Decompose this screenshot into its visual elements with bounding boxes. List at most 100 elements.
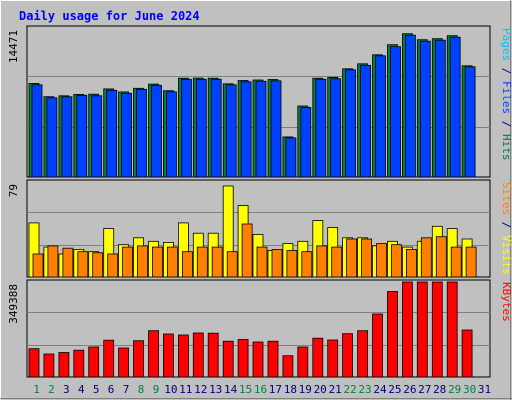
kbytes-panel-bar-kbytes-25 — [387, 291, 398, 378]
x-tick-label-27: 27 — [418, 383, 431, 396]
kbytes-panel-bar-kbytes-26 — [401, 281, 413, 378]
kbytes-panel-bar-kbytes-8 — [133, 340, 144, 378]
visits-panel-bar-sites-22 — [346, 238, 358, 278]
x-tick-label-3: 3 — [63, 383, 70, 396]
visits-panel-bar-sites-16 — [256, 246, 268, 278]
hits-panel-bar-files-20 — [315, 78, 327, 178]
kbytes-panel-bar-kbytes-11 — [177, 334, 189, 378]
hits-panel-bar-files-16 — [255, 80, 267, 178]
kbytes-panel-bar-kbytes-4 — [73, 349, 85, 378]
visits-panel-bar-sites-6 — [107, 253, 119, 278]
x-tick-label-5: 5 — [93, 383, 100, 396]
x-tick-label-11: 11 — [179, 383, 192, 396]
visits-panel: 79 Sites / Visits — [7, 179, 512, 278]
visits-panel-bar-sites-23 — [361, 238, 373, 278]
visits-panel-legend-part: Visits — [500, 235, 512, 275]
kbytes-panel-bar-kbytes-2 — [43, 353, 55, 378]
hits-panel-bar-files-29 — [449, 36, 461, 178]
hits-panel-bar-files-25 — [390, 46, 401, 178]
x-tick-label-2: 2 — [48, 383, 55, 396]
kbytes-panel-bar-kbytes-24 — [372, 313, 383, 378]
kbytes-panel-bar-kbytes-9 — [148, 330, 159, 378]
x-tick-label-4: 4 — [78, 383, 85, 396]
visits-panel-bar-sites-27 — [420, 237, 432, 278]
hits-panel-legend-part: / — [500, 61, 512, 81]
hits-panel-bar-files-27 — [419, 40, 431, 178]
kbytes-panel-bar-kbytes-5 — [88, 346, 100, 378]
visits-panel-bar-sites-21 — [331, 246, 343, 278]
kbytes-panel-bar-kbytes-14 — [222, 340, 234, 378]
hits-panel-bar-files-9 — [151, 84, 162, 178]
x-tick-label-17: 17 — [269, 383, 282, 396]
visits-panel-bar-sites-15 — [241, 223, 253, 278]
x-tick-label-25: 25 — [388, 383, 401, 396]
hits-panel-ymax-label: 14471 — [7, 30, 20, 63]
hits-panel-bar-files-15 — [240, 81, 252, 178]
visits-panel-legend-part: / — [500, 215, 512, 235]
kbytes-panel-bar-kbytes-19 — [297, 346, 309, 378]
x-tick-label-30: 30 — [463, 383, 476, 396]
visits-panel-bar-sites-10 — [166, 246, 178, 278]
kbytes-panel-bar-kbytes-27 — [416, 281, 428, 378]
visits-panel-legend-part: Sites — [500, 182, 512, 215]
x-tick-label-24: 24 — [373, 383, 387, 396]
visits-panel-bar-sites-3 — [62, 247, 74, 278]
x-tick-label-6: 6 — [108, 383, 115, 396]
kbytes-panel-bar-kbytes-3 — [58, 352, 70, 378]
kbytes-panel-bar-kbytes-12 — [192, 332, 204, 378]
visits-panel-bar-sites-1 — [32, 253, 44, 278]
visits-panel-bar-sites-18 — [286, 250, 298, 278]
hits-panel-bar-files-7 — [121, 92, 132, 178]
visits-panel-bar-sites-14 — [226, 251, 238, 278]
hits-panel-bar-files-8 — [136, 88, 147, 178]
hits-panel-bar-files-30 — [464, 66, 476, 178]
hits-panel-legend-part: Files — [500, 81, 512, 114]
visits-panel-ymax-label: 79 — [7, 184, 20, 197]
x-tick-label-29: 29 — [448, 383, 461, 396]
visits-panel-bar-sites-5 — [92, 252, 104, 278]
chart-panels: 14471 Pages / Files / Hits 79 Sites / Visit… — [7, 25, 512, 378]
x-tick-label-12: 12 — [194, 383, 207, 396]
visits-panel-bar-sites-24 — [376, 243, 387, 278]
kbytes-panel-bar-kbytes-10 — [162, 333, 174, 378]
hits-panel-bar-files-2 — [46, 97, 58, 178]
visits-panel-bar-sites-7 — [122, 246, 133, 278]
kbytes-panel-bar-kbytes-6 — [103, 339, 115, 378]
x-tick-label-21: 21 — [329, 383, 342, 396]
hits-panel-bar-files-3 — [61, 96, 73, 178]
kbytes-panel-legend-part: KBytes — [500, 282, 512, 322]
x-tick-label-9: 9 — [153, 383, 160, 396]
x-tick-label-1: 1 — [33, 383, 40, 396]
x-tick-label-8: 8 — [138, 383, 145, 396]
hits-panel-bar-files-24 — [375, 55, 386, 178]
x-tick-label-20: 20 — [314, 383, 327, 396]
kbytes-panel-bar-kbytes-17 — [267, 340, 279, 378]
hits-panel-bar-files-19 — [300, 107, 312, 178]
visits-panel-bar-sites-11 — [181, 251, 193, 278]
visits-panel-bar-sites-20 — [316, 245, 328, 278]
x-tick-label-28: 28 — [433, 383, 446, 396]
kbytes-panel-bar-kbytes-16 — [252, 341, 264, 378]
x-tick-label-14: 14 — [224, 383, 238, 396]
hits-panel-bar-files-28 — [434, 39, 446, 178]
kbytes-panel-bar-kbytes-21 — [327, 339, 339, 378]
kbytes-panel-bar-kbytes-23 — [357, 330, 369, 378]
kbytes-panel: 349388 KBytes — [7, 279, 512, 378]
visits-panel-bar-sites-17 — [271, 248, 283, 278]
visits-panel-bar-sites-25 — [391, 244, 402, 278]
visits-panel-bar-sites-28 — [435, 236, 447, 278]
hits-panel-bar-files-11 — [180, 78, 192, 178]
kbytes-panel-bar-kbytes-20 — [312, 337, 324, 378]
visits-panel-bar-sites-4 — [77, 251, 89, 278]
hits-panel-bar-files-22 — [345, 69, 357, 178]
visits-panel-bar-sites-2 — [47, 245, 59, 278]
kbytes-panel-bar-kbytes-18 — [282, 355, 294, 378]
x-tick-label-31: 31 — [478, 383, 491, 396]
visits-panel-bar-sites-13 — [211, 246, 223, 278]
visits-panel-bar-sites-8 — [137, 245, 148, 278]
hits-panel: 14471 Pages / Files / Hits — [7, 25, 512, 178]
hits-panel-bar-files-26 — [404, 34, 416, 178]
hits-panel-bar-files-13 — [210, 78, 222, 178]
visits-panel-bar-sites-29 — [450, 246, 462, 278]
